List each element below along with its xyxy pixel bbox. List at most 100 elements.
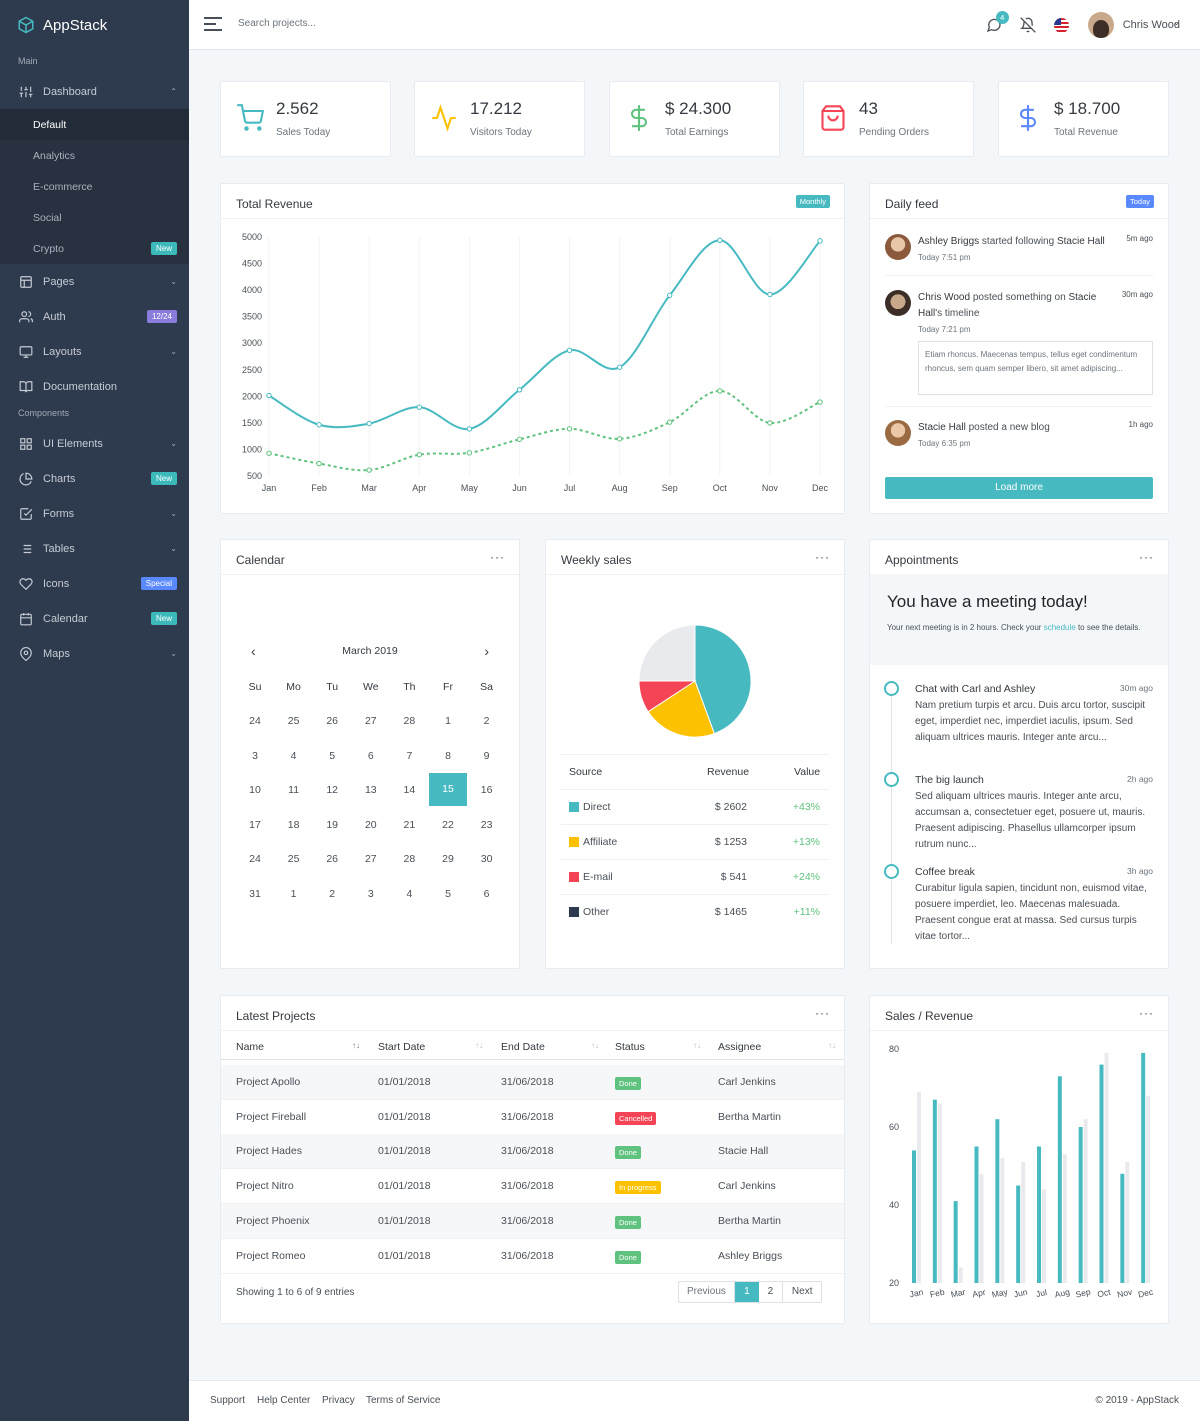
calendar-day[interactable]: 6 bbox=[483, 888, 490, 900]
calendar-day[interactable]: 1 bbox=[290, 888, 297, 900]
calendar-day[interactable]: 24 bbox=[249, 715, 261, 727]
brand[interactable]: AppStack bbox=[0, 0, 189, 50]
calendar-day[interactable]: 6 bbox=[367, 749, 374, 762]
calendar-day[interactable]: 28 bbox=[403, 715, 416, 727]
sidebar-item-layouts[interactable]: Layouts ⌄ bbox=[0, 334, 189, 369]
calendar-day[interactable]: 13 bbox=[364, 784, 377, 797]
sidebar-item-crypto[interactable]: Crypto New bbox=[0, 233, 189, 264]
sidebar-item-tables[interactable]: Tables ⌄ bbox=[0, 531, 189, 566]
calendar-day-selected[interactable]: 15 bbox=[429, 773, 467, 807]
chevron-down-icon[interactable]: ⌄ bbox=[1173, 18, 1180, 27]
sidebar-item-pages[interactable]: Pages ⌄ bbox=[0, 264, 189, 299]
more-options-icon[interactable]: ··· bbox=[490, 550, 505, 564]
calendar-day[interactable]: 2 bbox=[483, 715, 490, 727]
schedule-link[interactable]: schedule bbox=[1043, 623, 1076, 632]
calendar-day[interactable]: 8 bbox=[445, 749, 451, 762]
chevron-right-icon[interactable]: › bbox=[484, 643, 489, 659]
previous-page-button[interactable]: Previous bbox=[679, 1282, 735, 1302]
sort-icon[interactable]: ↑↓ bbox=[591, 1041, 599, 1050]
hamburger-icon[interactable] bbox=[204, 17, 222, 35]
table-row[interactable]: Project Nitro 01/01/2018 31/06/2018 In prog… bbox=[221, 1169, 844, 1205]
table-row[interactable]: Project Apollo 01/01/2018 31/06/2018 Done Ca… bbox=[221, 1065, 844, 1100]
more-options-icon[interactable]: ··· bbox=[1139, 1006, 1154, 1020]
calendar-day[interactable]: 4 bbox=[290, 749, 297, 762]
appointment-title[interactable]: Chat with Carl and Ashley bbox=[915, 683, 1036, 695]
more-options-icon[interactable]: ··· bbox=[815, 550, 830, 564]
calendar-day[interactable]: 3 bbox=[252, 749, 258, 762]
sort-icon[interactable]: ↑↓ bbox=[828, 1041, 836, 1050]
calendar-day[interactable]: 27 bbox=[364, 715, 377, 727]
calendar-day[interactable]: 1 bbox=[445, 715, 451, 727]
table-row[interactable]: Project Hades 01/01/2018 31/06/2018 Done Sta… bbox=[221, 1134, 844, 1170]
calendar-day[interactable]: 26 bbox=[326, 715, 339, 727]
more-options-icon[interactable]: ··· bbox=[1139, 550, 1154, 564]
calendar-day[interactable]: 24 bbox=[249, 853, 261, 866]
load-more-button[interactable]: Load more bbox=[885, 477, 1153, 499]
calendar-day[interactable]: 29 bbox=[442, 853, 454, 866]
appointment-title[interactable]: The big launch bbox=[915, 774, 984, 786]
sort-icon[interactable]: ↑↓ bbox=[475, 1041, 483, 1050]
calendar-day[interactable]: 5 bbox=[329, 749, 336, 762]
calendar-day[interactable]: 25 bbox=[287, 853, 300, 866]
appointment-title[interactable]: Coffee break bbox=[915, 866, 975, 878]
column-status[interactable]: Status bbox=[615, 1041, 645, 1053]
footer-link-support[interactable]: Support bbox=[210, 1395, 246, 1406]
table-row[interactable]: Project Phoenix 01/01/2018 31/06/2018 Done B… bbox=[221, 1203, 844, 1239]
more-options-icon[interactable]: ··· bbox=[815, 1006, 830, 1020]
sidebar-item-default[interactable]: Default bbox=[0, 109, 189, 140]
calendar-day[interactable]: 16 bbox=[480, 784, 493, 797]
calendar-day[interactable]: 19 bbox=[326, 818, 339, 831]
calendar-day[interactable]: 21 bbox=[403, 818, 416, 831]
calendar-day[interactable]: 11 bbox=[288, 784, 300, 797]
calendar-day[interactable]: 26 bbox=[326, 853, 339, 866]
next-page-button[interactable]: Next bbox=[791, 1286, 813, 1297]
message-icon[interactable]: 4 bbox=[978, 0, 1012, 50]
us-flag-icon[interactable] bbox=[1046, 0, 1080, 50]
calendar-day[interactable]: 10 bbox=[249, 784, 261, 797]
calendar-day[interactable]: 7 bbox=[406, 749, 413, 762]
sidebar-item-auth[interactable]: Auth 12/24 bbox=[0, 299, 189, 334]
calendar-day[interactable]: 18 bbox=[287, 818, 300, 831]
feed-user[interactable]: Stacie Hall bbox=[918, 422, 966, 433]
sidebar-item-documentation[interactable]: Documentation bbox=[0, 369, 189, 404]
column-end-date[interactable]: End Date bbox=[501, 1041, 545, 1053]
sidebar-item-charts[interactable]: Charts New bbox=[0, 461, 189, 496]
calendar-day[interactable]: 31 bbox=[249, 888, 261, 900]
feed-user[interactable]: Chris Wood bbox=[918, 292, 971, 303]
sort-icon[interactable]: ↑↓ bbox=[693, 1041, 701, 1050]
footer-link-terms[interactable]: Terms of Service bbox=[366, 1395, 441, 1406]
column-assignee[interactable]: Assignee bbox=[718, 1041, 762, 1053]
feed-user[interactable]: Ashley Briggs bbox=[918, 236, 980, 247]
sidebar-item-analytics[interactable]: Analytics bbox=[33, 149, 76, 162]
calendar-day[interactable]: 12 bbox=[326, 784, 339, 797]
sidebar-item-ecommerce[interactable]: E-commerce bbox=[33, 180, 93, 193]
user-avatar[interactable] bbox=[1087, 12, 1114, 38]
calendar-day[interactable]: 4 bbox=[406, 888, 413, 900]
calendar-day[interactable]: 20 bbox=[364, 818, 377, 831]
calendar-day[interactable]: 17 bbox=[249, 818, 261, 831]
sidebar-item-forms[interactable]: Forms ⌄ bbox=[0, 496, 189, 531]
sidebar-item-dashboard[interactable]: Dashboard ⌃ bbox=[0, 74, 189, 109]
calendar-day[interactable]: 23 bbox=[480, 818, 493, 831]
sort-icon[interactable]: ↑↓ bbox=[352, 1041, 360, 1050]
calendar-day[interactable]: 25 bbox=[287, 715, 300, 727]
table-row[interactable]: Project Romeo 01/01/2018 31/06/2018 Done Ash… bbox=[221, 1239, 844, 1274]
calendar-day[interactable]: 28 bbox=[403, 853, 416, 866]
calendar-day[interactable]: 9 bbox=[483, 749, 490, 762]
user-name[interactable]: Chris Wood bbox=[1122, 19, 1180, 31]
sidebar-item-icons[interactable]: Icons Special bbox=[0, 566, 189, 601]
calendar-day[interactable]: 14 bbox=[403, 784, 416, 797]
feed-target[interactable]: Stacie Hall bbox=[1056, 236, 1105, 247]
feed-target[interactable]: Stacie Hall bbox=[918, 292, 1097, 319]
column-name[interactable]: Name bbox=[236, 1041, 265, 1053]
calendar-day[interactable]: 2 bbox=[329, 888, 336, 900]
sidebar-item-ui-elements[interactable]: UI Elements ⌄ bbox=[0, 426, 189, 461]
calendar-day[interactable]: 5 bbox=[445, 888, 451, 900]
sidebar-item-maps[interactable]: Maps ⌄ bbox=[0, 636, 189, 671]
column-start-date[interactable]: Start Date bbox=[378, 1041, 426, 1053]
page-2-button[interactable]: 2 bbox=[759, 1282, 783, 1302]
footer-link-privacy[interactable]: Privacy bbox=[322, 1395, 355, 1406]
calendar-day[interactable]: 30 bbox=[480, 853, 493, 866]
footer-link-help-center[interactable]: Help Center bbox=[257, 1395, 311, 1406]
table-row[interactable]: Project Fireball 01/01/2018 31/06/2018 Canc… bbox=[221, 1100, 844, 1135]
